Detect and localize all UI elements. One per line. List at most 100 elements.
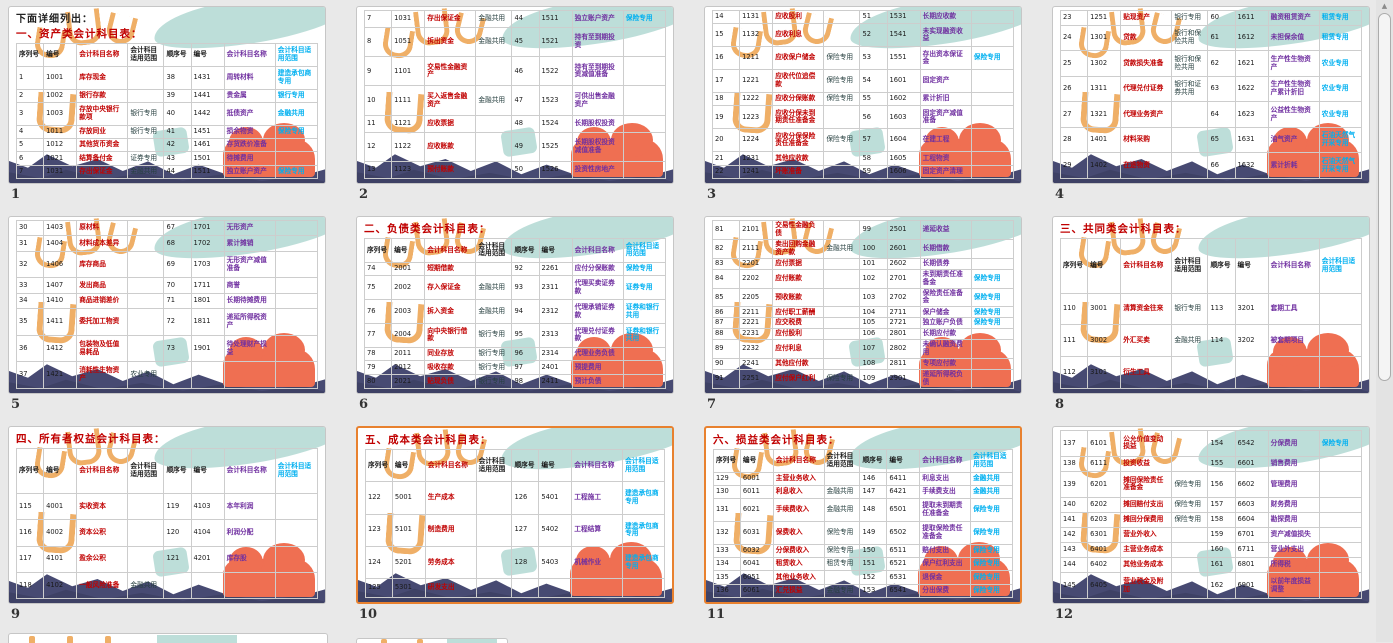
table-cell: 代理兑付证券款 bbox=[571, 322, 624, 348]
table-cell: 2101 bbox=[739, 220, 774, 240]
table-cell: 130 bbox=[713, 485, 741, 500]
slide-thumbnail[interactable]: 14 1131 应收股利 51 1531 长期应收款 15 1132 应收利息 52 1541 未实现… bbox=[704, 6, 1022, 184]
table-cell: 4101 bbox=[43, 545, 78, 573]
table-cell: 2004 bbox=[391, 322, 426, 348]
table-cell: 持有至到期投资减值准备 bbox=[571, 56, 624, 87]
table-row: 135 6051 其他业务收入 152 6531 退保金 保险专用 bbox=[713, 570, 1013, 585]
table-row: 90 2241 其他应付款 108 2811 专项应付款 bbox=[711, 358, 1015, 371]
table-cell: 6021 bbox=[739, 498, 774, 523]
table-cell: 66 bbox=[1207, 152, 1236, 179]
table-cell: 2802 bbox=[886, 339, 921, 360]
table-cell: 1701 bbox=[190, 219, 225, 237]
header-cell: 会计科目适用范围 bbox=[1171, 238, 1209, 294]
table-cell: 1601 bbox=[886, 69, 921, 94]
table-cell bbox=[538, 578, 573, 598]
table-cell: 119 bbox=[163, 493, 192, 521]
table-cell: 应收票据 bbox=[424, 114, 477, 133]
table-row: 136 6061 汇兑损益 金融专用 153 6541 分出保费 保险专用 bbox=[713, 583, 1013, 599]
scrollbar-thumb[interactable] bbox=[1378, 13, 1391, 381]
slide-wrapper: 四、所有者权益会计科目表： 序列号 编号 会计科目名称 会计科目适用范围 顺序号 编号 会计… bbox=[8, 426, 326, 622]
table-cell: 40 bbox=[163, 101, 192, 126]
table-cell: 保险专用 bbox=[823, 69, 861, 94]
table-cell bbox=[1318, 541, 1363, 558]
table-cell bbox=[1318, 496, 1363, 513]
table-cell: 160 bbox=[1207, 541, 1236, 558]
table-cell: 155 bbox=[1207, 455, 1236, 472]
slide-thumbnail[interactable]: 23 1251 贴现资产 银行专用 60 1611 融资租赁资产 租赁专用 24 1301 贷款 银行… bbox=[1052, 6, 1370, 184]
table-cell bbox=[1171, 526, 1209, 543]
table-cell: 保险专用 bbox=[622, 261, 667, 277]
slide-thumbnail[interactable]: 三、共同类会计科目表： 序列号 编号 会计科目名称 会计科目适用范围 顺序号 编号 会计科目… bbox=[1052, 216, 1370, 394]
table-cell: 97 bbox=[511, 360, 540, 376]
table-cell: 100 bbox=[859, 238, 888, 259]
scrollbar-up-arrow-icon[interactable]: ▲ bbox=[1381, 2, 1388, 10]
table-row: 27 1321 代理业务资产 64 1623 公益性生物资产 农业专用 bbox=[1059, 101, 1363, 128]
slide-thumbnail[interactable]: 30 1403 原材料 67 1701 无形资产 31 1404 材料成本差异 68 1702 累计摊… bbox=[8, 216, 326, 394]
slide-thumbnail[interactable]: 81 2101 交易性金融负债 99 2501 递延收益 82 2111 卖出回购金融资产款 金融… bbox=[704, 216, 1022, 394]
table-cell: 65 bbox=[1207, 126, 1236, 154]
table-cell: 保险专用 bbox=[970, 306, 1015, 319]
table-cell: 152 bbox=[859, 570, 888, 585]
table-cell: 1621 bbox=[1234, 50, 1269, 77]
table-cell: 1523 bbox=[538, 85, 573, 116]
slide-wrapper: 14 1131 应收股利 51 1531 长期应收款 15 1132 应收利息 52 1541 未实现… bbox=[704, 6, 1022, 202]
partial-slide-thumbnail[interactable] bbox=[8, 633, 328, 643]
table-cell: 122 bbox=[365, 481, 393, 515]
table-cell bbox=[1318, 292, 1363, 326]
table-cell: 独立账户负债 bbox=[919, 317, 972, 330]
table-cell: 手续费收入 bbox=[772, 498, 825, 523]
table-cell: 74 bbox=[363, 261, 393, 277]
table-cell: 4201 bbox=[190, 545, 225, 573]
table-cell: 固定资产减值准备 bbox=[919, 105, 972, 130]
slide-thumbnail[interactable]: 二、负债类会计科目表： 序列号 编号 会计科目名称 会计科目适用范围 顺序号 编号 会计科目… bbox=[356, 216, 674, 394]
table-cell: 84 bbox=[711, 268, 741, 289]
table-cell: 2312 bbox=[538, 299, 573, 324]
table-cell: 保险专用 bbox=[823, 46, 861, 71]
table-cell: 116 bbox=[15, 519, 45, 547]
slide-thumbnail[interactable]: 四、所有者权益会计科目表： 序列号 编号 会计科目名称 会计科目适用范围 顺序号 编号 会计… bbox=[8, 426, 326, 604]
table-row: 10 1111 买入返售金融资产 金融共用 47 1523 可供出售金融资产 bbox=[363, 85, 667, 116]
partial-slide-thumbnail[interactable] bbox=[356, 638, 508, 643]
table-cell: 保费收入 bbox=[772, 521, 825, 545]
table-cell: 其他应付款 bbox=[772, 358, 825, 371]
table-cell bbox=[1318, 324, 1363, 358]
slide-thumbnail[interactable]: 六、损益类会计科目表： 序列号 编号 会计科目名称 会计科目适用范围 顺序号 编号 会计科目… bbox=[704, 426, 1022, 604]
table-cell: 1410 bbox=[43, 292, 78, 310]
slide-thumbnail[interactable]: 五、成本类会计科目表： 序列号 编号 会计科目名称 会计科目适用范围 顺序号 编号 会计科目… bbox=[356, 426, 674, 604]
table-cell bbox=[622, 160, 667, 180]
table-cell: 56 bbox=[859, 105, 888, 130]
table-cell bbox=[127, 88, 165, 103]
table-cell: 1404 bbox=[43, 235, 78, 252]
table-cell: 银行专用 bbox=[127, 124, 165, 140]
header-cell: 编号 bbox=[1234, 238, 1269, 294]
table-cell: 6032 bbox=[739, 543, 774, 559]
header-cell: 序列号 bbox=[1059, 238, 1089, 294]
table-cell: 3 bbox=[15, 101, 45, 126]
header-cell: 编号 bbox=[190, 447, 225, 495]
account-table: 30 1403 原材料 67 1701 无形资产 31 1404 材料成本差异 68 1702 累计摊… bbox=[15, 219, 319, 389]
slide-thumbnail[interactable]: 下面详细列出： 一、资产类会计科目表： 序列号 编号 会计科目名称 会计科目适用范围顺… bbox=[8, 6, 326, 184]
table-cell: 61 bbox=[1207, 24, 1236, 52]
slide-thumbnail[interactable]: 137 6101 公允价值变动损益 154 6542 分保费用 保险专用 138 6111 投资收… bbox=[1052, 426, 1370, 604]
table-cell bbox=[622, 85, 667, 116]
table-cell: 银行和保险共用 bbox=[1171, 50, 1209, 77]
table-cell: 所得税 bbox=[1267, 556, 1320, 574]
table-cell: 保险专用 bbox=[622, 10, 667, 28]
table-cell: 11 bbox=[363, 114, 393, 133]
table-cell: 1702 bbox=[190, 235, 225, 252]
table-cell: 8 bbox=[363, 26, 393, 58]
table-cell: 150 bbox=[859, 543, 888, 559]
table-row: 5 1012 其他货币资金 42 1461 存货跌价准备 bbox=[15, 138, 319, 153]
vertical-scrollbar[interactable]: ▲ bbox=[1376, 0, 1393, 642]
table-row: 142 6301 营业外收入 159 6701 资产减值损失 bbox=[1059, 526, 1363, 543]
table-cell bbox=[823, 306, 861, 319]
table-cell: 2314 bbox=[538, 346, 573, 362]
slide-thumbnail[interactable]: 7 1031 存出保证金 金融共用 44 1511 独立账户资产 保险专用 8 1051 拆出资金金… bbox=[356, 6, 674, 184]
table-cell: 保险专用 bbox=[823, 128, 861, 153]
table-row: 3 1003 存放中央银行款项 银行专用 40 1442 抵债资产 金融共用 bbox=[15, 101, 319, 126]
slide-number: 8 bbox=[1055, 397, 1065, 412]
table-cell: 6051 bbox=[739, 570, 774, 585]
table-cell: 应付票据 bbox=[772, 257, 825, 270]
table-cell: 保险专用 bbox=[1171, 511, 1209, 528]
table-cell: 银行专用 bbox=[127, 101, 165, 126]
